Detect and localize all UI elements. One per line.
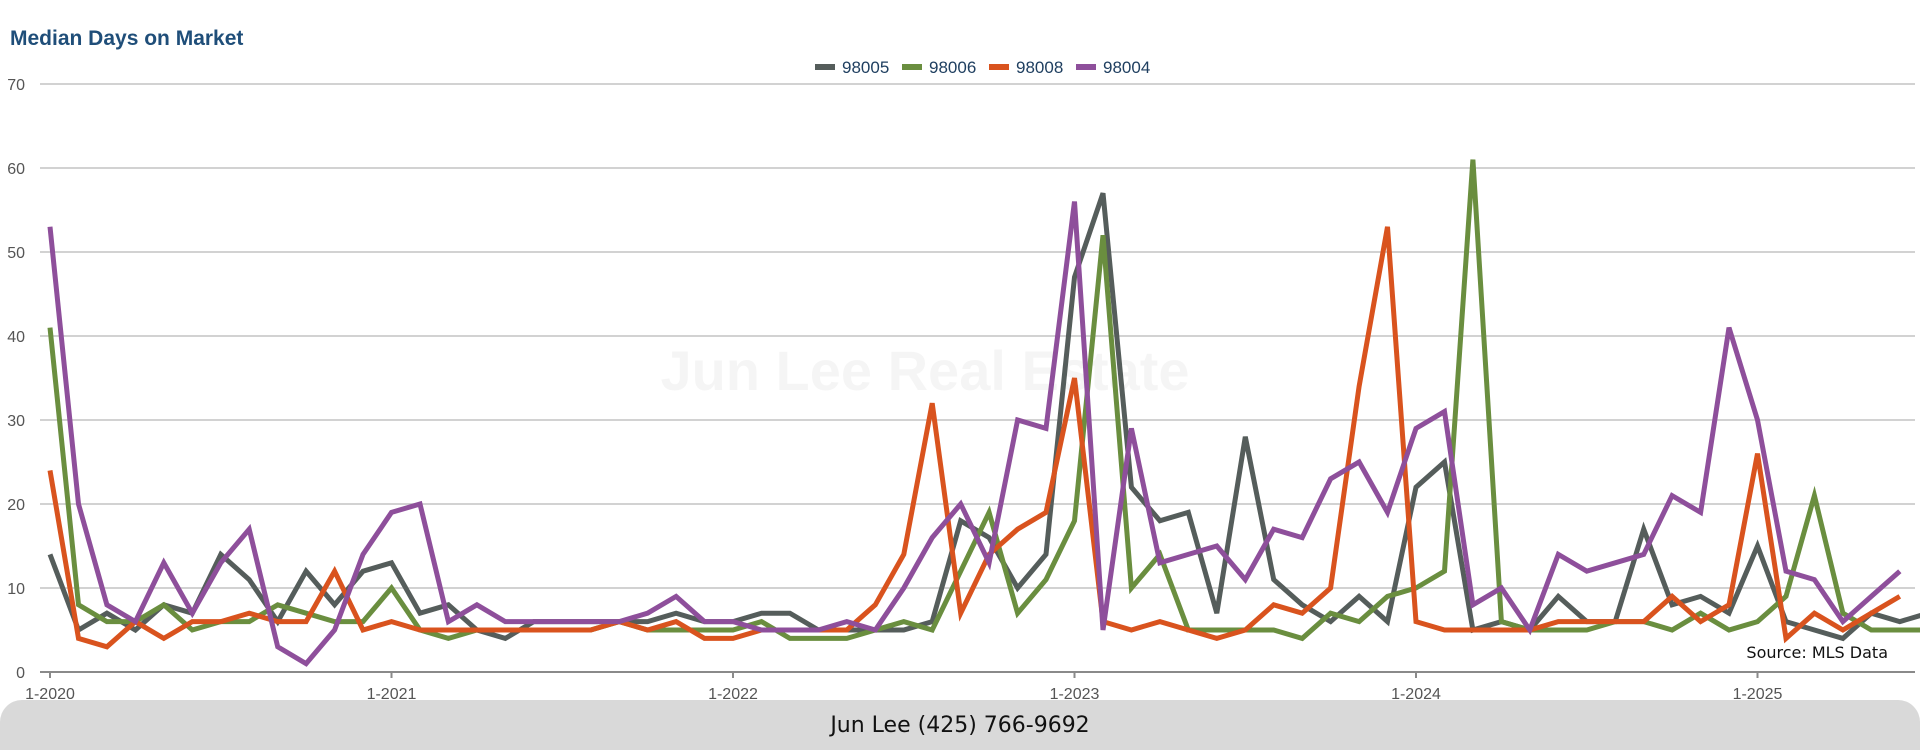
y-tick-label: 60 xyxy=(7,161,25,178)
x-tick-label: 1-2023 xyxy=(1050,686,1100,703)
source-annotation: Source: MLS Data xyxy=(1746,643,1888,662)
series-line-98005 xyxy=(47,192,1920,642)
footer-contact: Jun Lee (425) 766-9692 xyxy=(830,712,1090,738)
y-tick-label: 20 xyxy=(7,497,25,514)
y-tick-label: 40 xyxy=(7,329,25,346)
y-tick-label: 10 xyxy=(7,581,25,598)
legend-label-98006: 98006 xyxy=(929,58,976,77)
legend: 98005 98006 98008 98004 xyxy=(815,58,1150,77)
gridlines xyxy=(40,83,1915,673)
series-line-98004 xyxy=(47,201,1902,667)
y-axis-tick-labels: 0 10 20 30 40 50 60 70 xyxy=(7,77,25,682)
y-tick-label: 30 xyxy=(7,413,25,430)
watermark: Jun Lee Real Estate xyxy=(660,339,1189,402)
x-tick-label: 1-2025 xyxy=(1733,686,1783,703)
legend-label-98008: 98008 xyxy=(1016,58,1063,77)
x-tick-label: 1-2022 xyxy=(708,686,758,703)
x-axis-tick-labels: 1-2020 1-2021 1-2022 1-2023 1-2024 1-2025 xyxy=(25,672,1783,703)
x-tick-label: 1-2021 xyxy=(367,686,417,703)
series-lines xyxy=(47,159,1920,667)
y-tick-label: 70 xyxy=(7,77,25,94)
x-tick-label: 1-2024 xyxy=(1391,686,1441,703)
chart-title: Median Days on Market xyxy=(10,27,244,50)
series-line-98008 xyxy=(47,226,1902,650)
y-tick-label: 0 xyxy=(16,665,25,682)
x-tick-label: 1-2020 xyxy=(25,686,75,703)
legend-label-98004: 98004 xyxy=(1103,58,1150,77)
legend-label-98005: 98005 xyxy=(842,58,889,77)
footer-bar: Jun Lee (425) 766-9692 xyxy=(0,700,1920,750)
y-tick-label: 50 xyxy=(7,245,25,262)
